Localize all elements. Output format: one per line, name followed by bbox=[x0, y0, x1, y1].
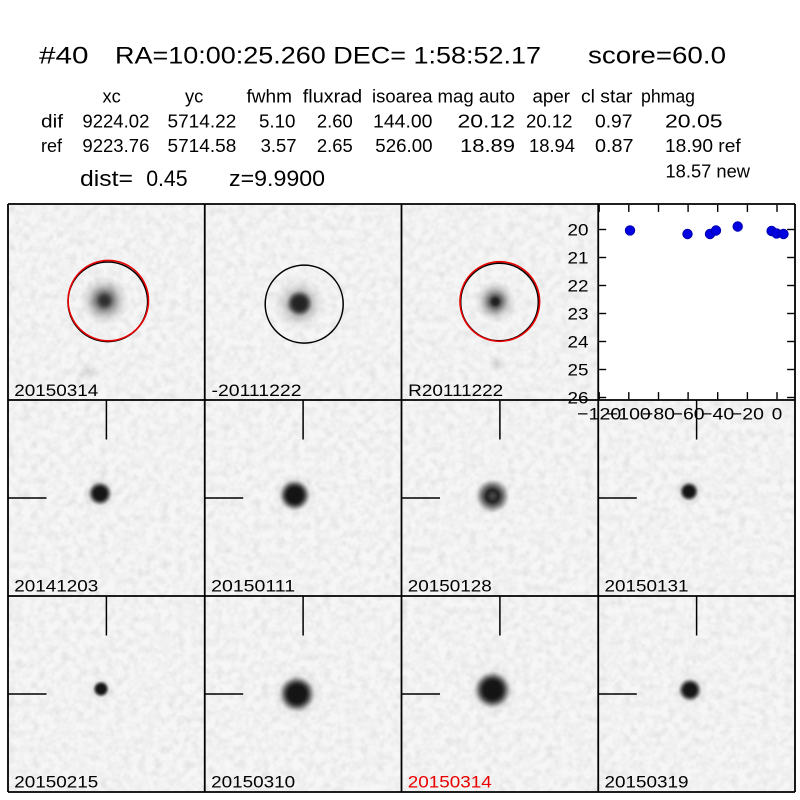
svg-text:2.65: 2.65 bbox=[317, 136, 353, 156]
svg-text:xc: xc bbox=[103, 87, 121, 107]
svg-text:R20111222: R20111222 bbox=[408, 381, 503, 400]
svg-text:mag auto: mag auto bbox=[438, 87, 516, 107]
svg-text:0.97: 0.97 bbox=[595, 112, 633, 132]
svg-text:22: 22 bbox=[568, 277, 589, 296]
svg-text:5.10: 5.10 bbox=[259, 112, 296, 132]
svg-text:9223.76: 9223.76 bbox=[82, 136, 149, 156]
svg-text:5714.22: 5714.22 bbox=[168, 112, 237, 132]
svg-text:20150131: 20150131 bbox=[605, 577, 689, 596]
svg-text:21: 21 bbox=[568, 249, 589, 268]
svg-text:20150314: 20150314 bbox=[408, 773, 492, 792]
svg-text:20150128: 20150128 bbox=[408, 577, 492, 596]
svg-text:3.57: 3.57 bbox=[261, 136, 297, 156]
svg-text:dist=: dist= bbox=[80, 166, 133, 191]
svg-text:−40: −40 bbox=[701, 405, 734, 424]
svg-text:20150215: 20150215 bbox=[14, 773, 98, 792]
svg-text:20150314: 20150314 bbox=[14, 381, 98, 400]
svg-text:z=9.9900: z=9.9900 bbox=[229, 166, 325, 191]
svg-text:0: 0 bbox=[772, 405, 783, 424]
svg-text:20150310: 20150310 bbox=[211, 773, 295, 792]
svg-text:26: 26 bbox=[568, 389, 589, 408]
svg-text:RA=10:00:25.260 DEC= 1:58:52.1: RA=10:00:25.260 DEC= 1:58:52.17 bbox=[115, 43, 541, 70]
svg-text:aper: aper bbox=[533, 87, 571, 107]
svg-text:score=60.0: score=60.0 bbox=[588, 43, 726, 70]
svg-text:fluxrad: fluxrad bbox=[303, 87, 362, 107]
svg-text:18.57 new: 18.57 new bbox=[666, 162, 752, 182]
svg-text:−80: −80 bbox=[642, 405, 675, 424]
svg-text:-20111222: -20111222 bbox=[212, 381, 302, 400]
svg-text:yc: yc bbox=[185, 87, 203, 107]
svg-text:18.94: 18.94 bbox=[529, 136, 575, 156]
svg-text:20.12: 20.12 bbox=[458, 112, 516, 132]
svg-text:dif: dif bbox=[41, 112, 64, 132]
svg-text:#40: #40 bbox=[39, 43, 89, 70]
svg-text:20: 20 bbox=[568, 221, 589, 240]
svg-text:526.00: 526.00 bbox=[375, 136, 432, 156]
svg-text:9224.02: 9224.02 bbox=[82, 112, 149, 132]
svg-text:0.45: 0.45 bbox=[146, 166, 187, 191]
svg-text:20141203: 20141203 bbox=[14, 577, 98, 596]
svg-text:−60: −60 bbox=[672, 405, 705, 424]
svg-text:23: 23 bbox=[568, 305, 589, 324]
svg-text:fwhm: fwhm bbox=[247, 87, 293, 107]
svg-text:24: 24 bbox=[568, 333, 589, 352]
svg-text:cl star: cl star bbox=[581, 87, 633, 107]
svg-text:phmag: phmag bbox=[641, 87, 695, 107]
svg-text:144.00: 144.00 bbox=[373, 112, 433, 132]
svg-text:18.90 ref: 18.90 ref bbox=[665, 136, 742, 156]
svg-text:18.89: 18.89 bbox=[460, 136, 515, 156]
svg-text:20150319: 20150319 bbox=[605, 773, 689, 792]
svg-text:20.05: 20.05 bbox=[665, 112, 723, 132]
svg-text:5714.58: 5714.58 bbox=[168, 136, 237, 156]
svg-text:0.87: 0.87 bbox=[595, 136, 634, 156]
svg-text:20.12: 20.12 bbox=[526, 112, 573, 132]
svg-text:20150111: 20150111 bbox=[211, 577, 295, 596]
svg-text:25: 25 bbox=[568, 361, 589, 380]
svg-text:2.60: 2.60 bbox=[317, 112, 353, 132]
svg-text:−100: −100 bbox=[607, 405, 651, 424]
svg-text:isoarea: isoarea bbox=[372, 87, 434, 107]
svg-text:ref: ref bbox=[41, 136, 63, 156]
svg-text:−120: −120 bbox=[577, 405, 621, 424]
svg-text:−20: −20 bbox=[731, 405, 764, 424]
